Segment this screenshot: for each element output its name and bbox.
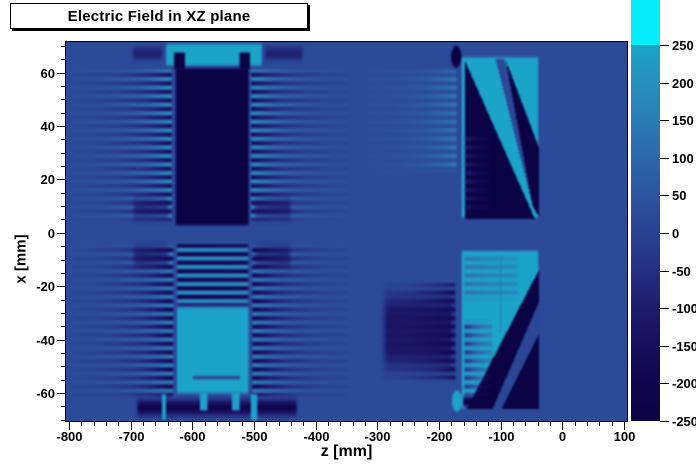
x-axis-tick-label: -300 — [364, 429, 390, 444]
x-axis-tick-label: -100 — [488, 429, 514, 444]
colorbar-tick-label: -250 — [672, 414, 696, 429]
colorbar — [631, 0, 660, 421]
colorbar-tick-label: -150 — [672, 339, 696, 354]
y-axis-tick-label: 0 — [48, 226, 55, 241]
colorbar-overflow-block — [631, 0, 660, 45]
colorbar-tick-label: 150 — [672, 113, 694, 128]
chart-title: Electric Field in XZ plane — [10, 3, 308, 29]
colorbar-tick-label: -100 — [672, 301, 696, 316]
x-axis-tick-label: -500 — [241, 429, 267, 444]
y-axis-title-text: x [mm] — [12, 234, 30, 284]
y-axis-tick-label: 20 — [41, 172, 55, 187]
colorbar-tick-label: 0 — [672, 226, 679, 241]
chart-title-text: Electric Field in XZ plane — [67, 7, 251, 25]
y-axis-tick-label: -20 — [36, 279, 55, 294]
colorbar-tick-label: 200 — [672, 76, 694, 91]
x-axis-tick-label: -800 — [56, 429, 82, 444]
x-axis-tick-label: 100 — [614, 429, 636, 444]
colorbar-gradient — [631, 45, 660, 421]
x-axis-tick-label: 0 — [559, 429, 566, 444]
colorbar-tick-label: 100 — [672, 151, 694, 166]
x-axis-tick-label: -400 — [303, 429, 329, 444]
x-axis-tick-label: -200 — [426, 429, 452, 444]
colorbar-tick-label: 50 — [672, 188, 686, 203]
y-axis-tick-label: -60 — [36, 386, 55, 401]
y-axis-tick-label: -40 — [36, 333, 55, 348]
colorbar-tick-label: 250 — [672, 38, 694, 53]
y-axis-tick-label: 60 — [41, 66, 55, 81]
colorbar-tick-label: -200 — [672, 376, 696, 391]
x-axis-tick-label: -700 — [118, 429, 144, 444]
x-axis-tick-label: -600 — [179, 429, 205, 444]
y-axis-tick-label: 40 — [41, 119, 55, 134]
heatmap-canvas — [66, 42, 627, 421]
colorbar-tick-label: -50 — [672, 264, 691, 279]
x-axis-title: z [mm] — [320, 443, 373, 460]
